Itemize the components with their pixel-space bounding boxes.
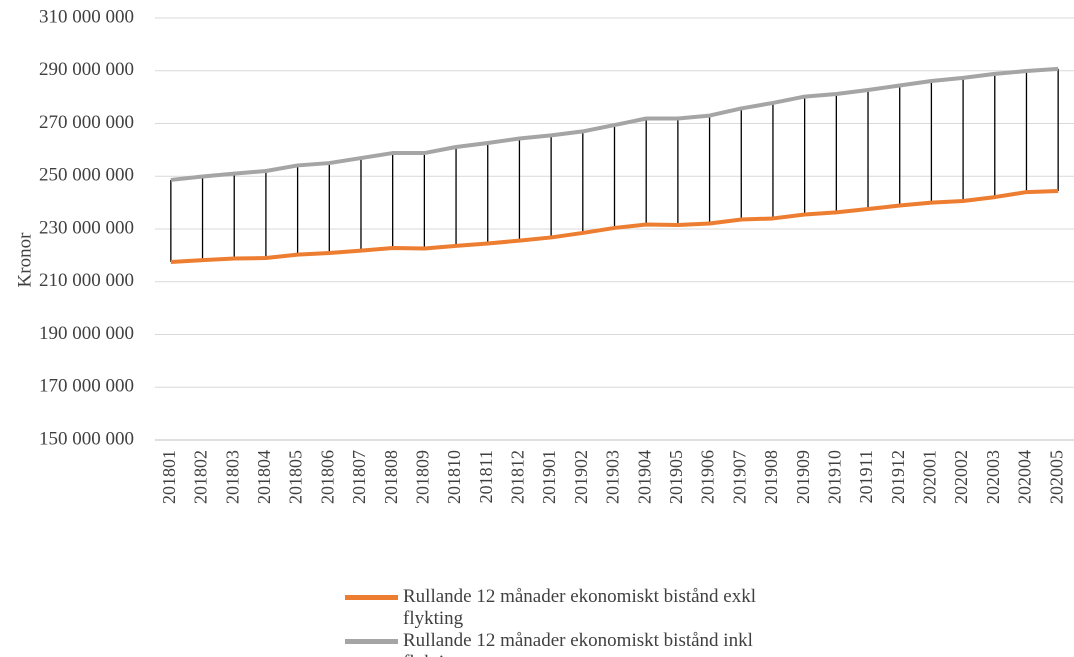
x-tick-label: 201812 [508,450,528,504]
x-tick-label: 201801 [159,450,179,504]
x-tick-label: 201903 [603,450,623,504]
x-tick-label: 201901 [539,450,559,504]
y-tick-label: 170 000 000 [39,376,134,397]
x-tick-label: 202001 [920,450,940,504]
y-tick-label: 150 000 000 [39,428,134,449]
y-tick-label: 210 000 000 [39,270,134,291]
x-tick-label: 201906 [698,450,718,504]
x-tick-label: 201803 [222,450,242,504]
x-tick-label: 201909 [793,450,813,504]
x-tick-label: 201811 [476,450,496,503]
x-tick-label: 201806 [317,450,337,504]
legend-swatch [345,595,398,600]
x-tick-label: 202005 [1046,450,1066,504]
x-tick-label: 202003 [983,450,1003,504]
x-tick-label: 201804 [254,450,274,504]
y-tick-label: 190 000 000 [39,323,134,344]
x-tick-label: 201805 [286,450,306,504]
y-tick-label: 290 000 000 [39,59,134,80]
x-tick-label: 201902 [571,450,591,504]
x-tick-label: 201908 [761,450,781,504]
y-tick-label: 230 000 000 [39,217,134,238]
y-tick-label: 270 000 000 [39,112,134,133]
series-line [170,189,1059,264]
x-tick-label: 201910 [824,450,844,504]
x-tick-label: 202004 [1015,450,1035,504]
x-tick-label: 201808 [381,450,401,504]
y-axis-label: Kronor [14,232,35,288]
legend-label: Rullande 12 månader ekonomiskt bistånd i… [403,630,753,657]
x-tick-label: 201905 [666,450,686,504]
x-tick-label: 201912 [888,450,908,504]
x-tick-label: 201809 [412,450,432,504]
legend-label: Rullande 12 månader ekonomiskt bistånd e… [403,586,757,629]
legend-swatch [345,639,398,644]
x-tick-label: 201907 [729,450,749,504]
x-tick-label: 201807 [349,450,369,504]
x-tick-label: 201802 [191,450,211,504]
y-tick-label: 310 000 000 [39,6,134,27]
x-tick-label: 202002 [951,450,971,504]
series-line [170,66,1059,182]
x-tick-label: 201904 [634,450,654,504]
legend-entry: Rullande 12 månader ekonomiskt bistånd i… [345,630,815,657]
legend-entry: Rullande 12 månader ekonomiskt bistånd e… [345,586,815,630]
x-tick-label: 201911 [856,450,876,503]
x-tick-label: 201810 [444,450,464,504]
y-tick-label: 250 000 000 [39,165,134,186]
